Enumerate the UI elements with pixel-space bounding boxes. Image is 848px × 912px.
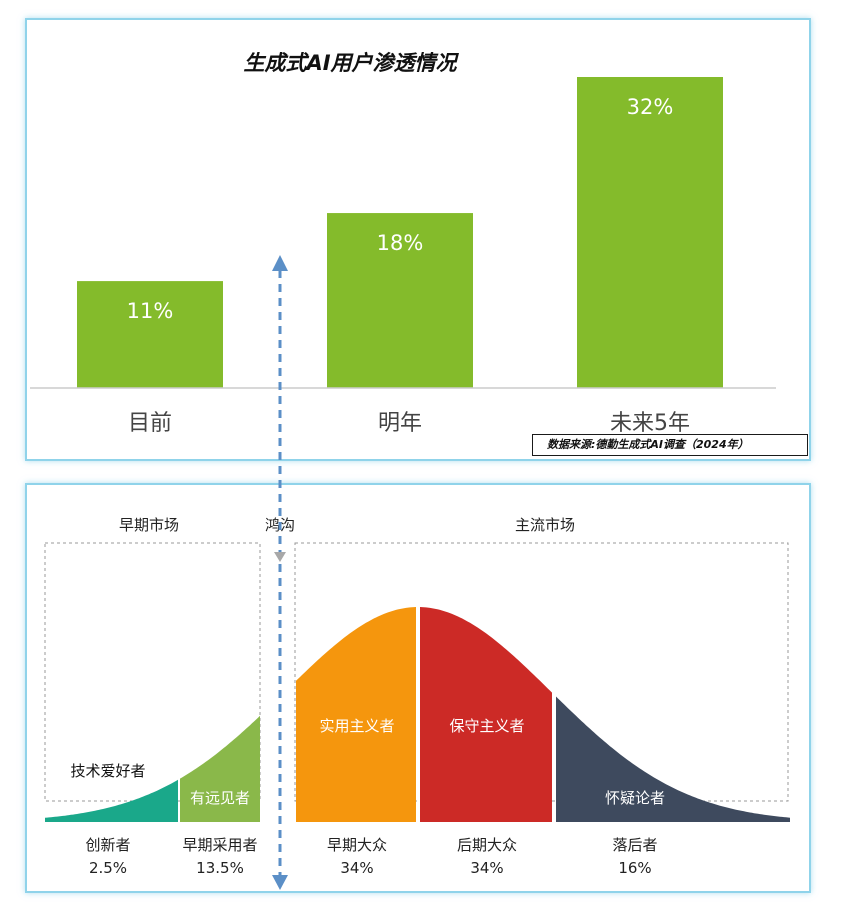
segment-name-4: 后期大众 [457, 836, 517, 854]
category-label-3: 未来5年 [610, 411, 690, 436]
segment-inner-label-1: 技术爱好者 [70, 762, 145, 780]
early-market-label: 早期市场 [119, 516, 179, 534]
chasm-marker-icon [274, 552, 286, 562]
curve-segment-4 [420, 607, 552, 822]
segment-percent-3: 34% [340, 859, 373, 877]
data-source-note: 数据来源:德勤生成式AI调查（2024年） [532, 434, 808, 456]
segment-percent-4: 34% [470, 859, 503, 877]
chasm-arrow-down-icon [272, 875, 288, 890]
segment-name-1: 创新者 [85, 836, 130, 854]
main-market-label: 主流市场 [515, 516, 575, 534]
bar-value-label-2: 18% [377, 231, 424, 255]
curve-segment-1 [45, 779, 178, 822]
chasm-arrow-up-icon [272, 255, 288, 271]
segment-inner-label-5: 怀疑论者 [605, 789, 665, 807]
bar-value-label-3: 32% [627, 95, 674, 119]
chart-title: 生成式AI用户渗透情况 [243, 51, 459, 75]
curve-segment-2 [180, 715, 260, 822]
segment-percent-2: 13.5% [196, 859, 244, 877]
segment-inner-label-2: 有远见者 [190, 789, 250, 807]
early-market-box [44, 542, 261, 802]
adoption-curve-panel [25, 483, 811, 893]
segment-name-2: 早期采用者 [182, 836, 257, 854]
segment-name-3: 早期大众 [327, 836, 387, 854]
bar-value-label-1: 11% [127, 299, 174, 323]
segment-percent-5: 16% [618, 859, 651, 877]
bar-1 [77, 281, 223, 388]
bar-2 [327, 213, 473, 388]
curve-segment-5 [556, 696, 790, 822]
segment-inner-label-3: 实用主义者 [319, 717, 394, 735]
segment-inner-label-4: 保守主义者 [449, 717, 524, 735]
bar-3 [577, 77, 723, 388]
segment-percent-1: 2.5% [89, 859, 127, 877]
segment-name-5: 落后者 [612, 836, 657, 854]
category-label-2: 明年 [378, 411, 422, 436]
curve-segment-3 [296, 607, 416, 822]
category-label-1: 目前 [128, 411, 172, 436]
